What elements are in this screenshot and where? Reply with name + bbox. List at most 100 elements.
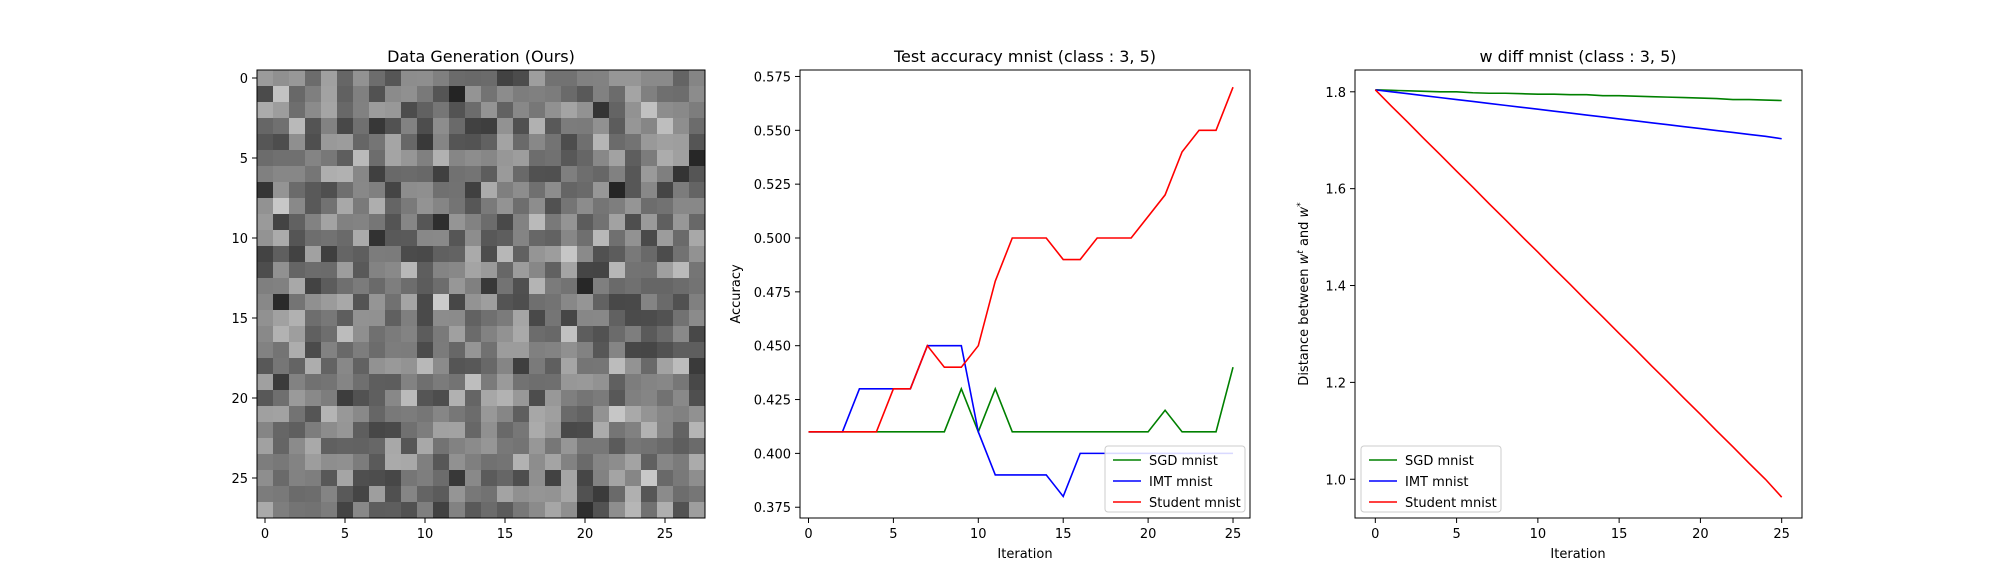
heatmap-cell — [593, 102, 610, 119]
heatmap-cell — [449, 470, 466, 487]
heatmap-cell — [577, 262, 594, 279]
heatmap-cell — [433, 214, 450, 231]
heatmap-cell — [321, 118, 338, 135]
heatmap-cell — [577, 310, 594, 327]
heatmap-cell — [593, 374, 610, 391]
heatmap-cell — [513, 166, 530, 183]
heatmap-cell — [337, 438, 354, 455]
heatmap-cell — [321, 374, 338, 391]
heatmap-cell — [657, 454, 674, 471]
heatmap-cell — [561, 150, 578, 167]
heatmap-cell — [257, 406, 274, 423]
heatmap-cell — [401, 438, 418, 455]
heatmap-cell — [369, 262, 386, 279]
heatmap-cell — [465, 86, 482, 103]
heatmap-cell — [465, 198, 482, 215]
accuracy-panel: Test accuracy mnist (class : 3, 5) 0 5 10 1… — [729, 47, 1251, 562]
heatmap-cell — [561, 358, 578, 375]
heatmap-cell — [673, 86, 690, 103]
p2-series-line-2 — [808, 86, 1234, 433]
heatmap-cell — [417, 470, 434, 487]
heatmap-cell — [577, 182, 594, 199]
heatmap-cell — [305, 294, 322, 311]
heatmap-cell — [529, 470, 546, 487]
heatmap-cell — [321, 182, 338, 199]
heatmap-cell — [497, 390, 514, 407]
heatmap-cell — [385, 214, 402, 231]
heatmap-cell — [641, 214, 658, 231]
accuracy-title: Test accuracy mnist (class : 3, 5) — [893, 47, 1156, 66]
heatmap-cell — [593, 278, 610, 295]
heatmap-cell — [657, 502, 674, 519]
heatmap-cell — [273, 406, 290, 423]
heatmap-cell — [465, 102, 482, 119]
wdiff-panel: w diff mnist (class : 3, 5) 0 5 10 15 20 25 1… — [1296, 47, 1803, 562]
heatmap-cell — [257, 134, 274, 151]
heatmap-cell — [305, 374, 322, 391]
heatmap-cell — [305, 134, 322, 151]
heatmap-cell — [257, 374, 274, 391]
heatmap-cell — [305, 486, 322, 503]
heatmap-cell — [465, 294, 482, 311]
heatmap-cell — [321, 86, 338, 103]
heatmap-cell — [449, 390, 466, 407]
accuracy-y-label: Accuracy — [729, 264, 744, 324]
heatmap-cell — [401, 502, 418, 519]
heatmap-cell — [433, 438, 450, 455]
heatmap-cell — [497, 278, 514, 295]
heatmap-cell — [385, 486, 402, 503]
p2-y-tick-label: 0.500 — [754, 232, 791, 247]
heatmap-cell — [561, 326, 578, 343]
heatmap-cell — [545, 438, 562, 455]
heatmap-cell — [401, 374, 418, 391]
heatmap-cell — [641, 134, 658, 151]
heatmap-cell — [689, 326, 706, 343]
p3-legend-label: IMT mnist — [1405, 475, 1469, 490]
heatmap-cell — [481, 214, 498, 231]
heatmap-cell — [449, 438, 466, 455]
heatmap-cell — [481, 486, 498, 503]
heatmap-cell — [593, 390, 610, 407]
heatmap-cell — [321, 246, 338, 263]
heatmap-cell — [689, 70, 706, 87]
heatmap-cell — [689, 214, 706, 231]
heatmap-cell — [497, 470, 514, 487]
heatmap-cell — [657, 102, 674, 119]
heatmap-cell — [641, 246, 658, 263]
heatmap-cell — [273, 134, 290, 151]
heatmap-cell — [321, 358, 338, 375]
heatmap-cell — [273, 310, 290, 327]
heatmap-cell — [417, 150, 434, 167]
heatmap-cell — [257, 454, 274, 471]
heatmap-cell — [577, 70, 594, 87]
heatmap-cell — [289, 166, 306, 183]
heatmap-cell — [545, 390, 562, 407]
heatmap-cell — [481, 454, 498, 471]
heatmap-cell — [369, 102, 386, 119]
heatmap-cell — [577, 438, 594, 455]
heatmap-cell — [337, 294, 354, 311]
heatmap-cell — [449, 294, 466, 311]
heatmap-cell — [481, 342, 498, 359]
heatmap-cell — [273, 454, 290, 471]
heatmap-cell — [369, 438, 386, 455]
heatmap-cell — [449, 102, 466, 119]
heatmap-cell — [353, 438, 370, 455]
heatmap-cell — [657, 278, 674, 295]
heatmap-cell — [257, 310, 274, 327]
heatmap-cell — [689, 118, 706, 135]
heatmap-cell — [481, 230, 498, 247]
heatmap-cell — [481, 262, 498, 279]
heatmap-cell — [353, 150, 370, 167]
heatmap-cell — [465, 326, 482, 343]
heatmap-cell — [625, 182, 642, 199]
heatmap-cell — [657, 262, 674, 279]
heatmap-cell — [465, 246, 482, 263]
heatmap-cell — [273, 198, 290, 215]
heatmap-cell — [673, 214, 690, 231]
heatmap-title: Data Generation (Ours) — [387, 47, 575, 66]
heatmap-cell — [353, 310, 370, 327]
heatmap-cell — [257, 262, 274, 279]
heatmap-cell — [401, 150, 418, 167]
